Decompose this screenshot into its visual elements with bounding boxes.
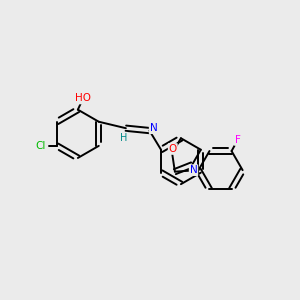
Text: H: H	[120, 133, 127, 142]
Text: O: O	[169, 144, 177, 154]
Text: F: F	[235, 135, 240, 145]
Text: HO: HO	[75, 94, 91, 103]
Text: N: N	[190, 165, 197, 175]
Text: N: N	[150, 123, 158, 133]
Text: Cl: Cl	[35, 141, 46, 151]
